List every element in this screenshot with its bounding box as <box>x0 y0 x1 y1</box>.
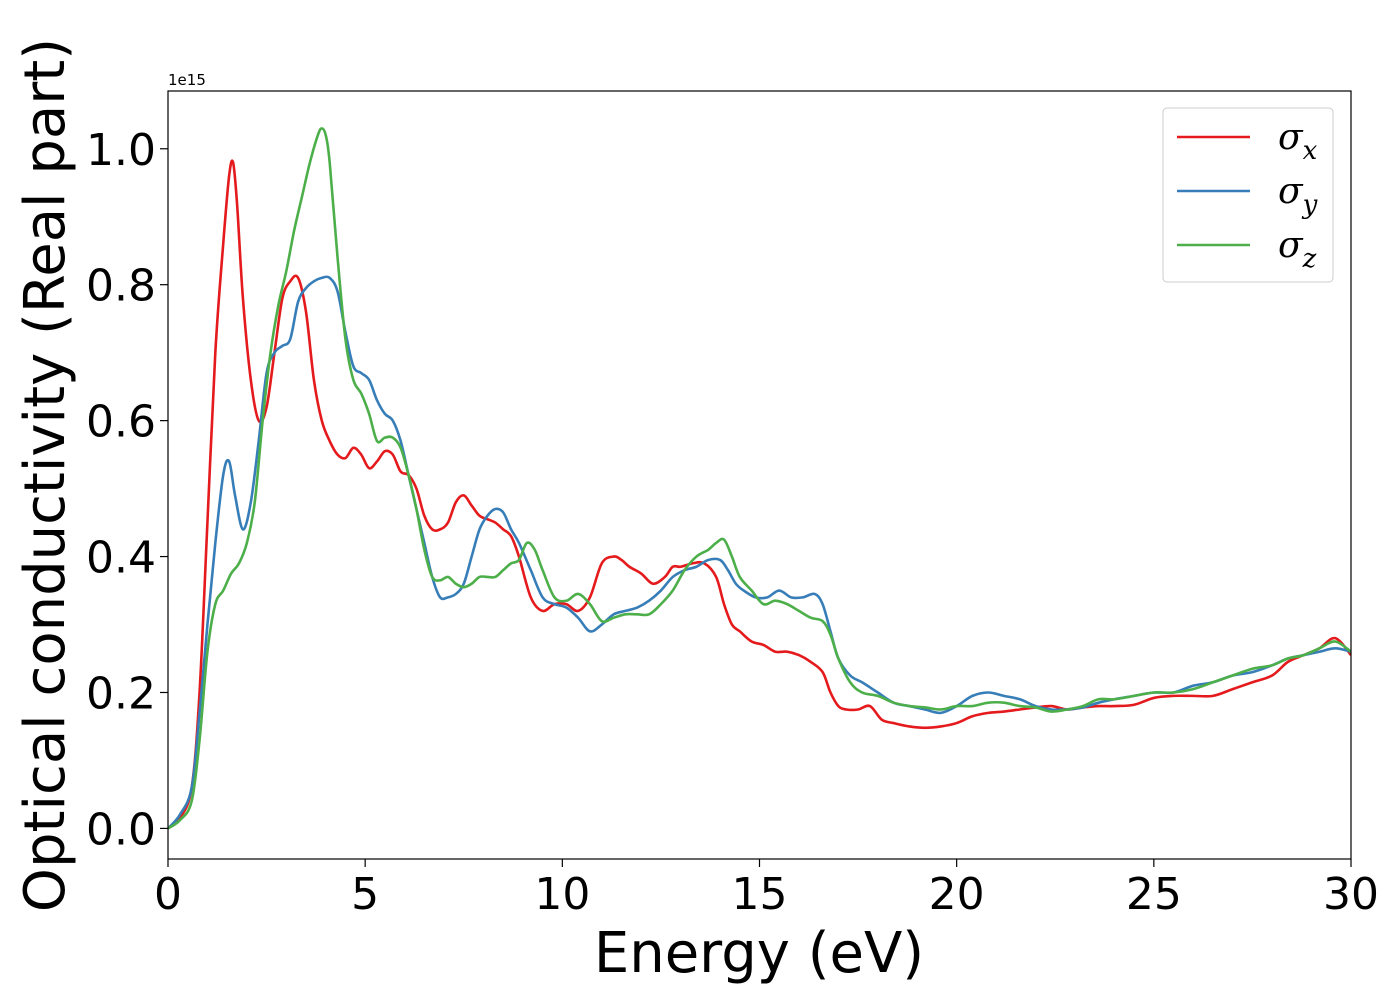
x-tick-label: 15 <box>732 869 788 920</box>
y-offset-label: 1e15 <box>168 71 206 89</box>
y-tick-label: 0.0 <box>86 804 156 855</box>
legend-box <box>1162 107 1334 283</box>
y-tick-label: 0.4 <box>86 533 156 584</box>
series-layer <box>168 127 1351 830</box>
series-line-y <box>168 275 1351 830</box>
y-axis-title: Optical conductivity (Real part) <box>13 38 78 912</box>
legend: σx σy σz <box>1162 107 1334 283</box>
x-tick-label: 5 <box>351 869 379 920</box>
x-axis-title: Energy (eV) <box>594 921 924 986</box>
x-tick-label: 30 <box>1323 869 1379 920</box>
y-tick-label: 1.0 <box>86 125 156 176</box>
y-tick-label: 0.6 <box>86 397 156 448</box>
legend-label-z: σz <box>1278 225 1317 274</box>
x-tick-label: 0 <box>154 869 182 920</box>
x-tick-label: 10 <box>534 869 590 920</box>
y-tick-label: 0.2 <box>86 668 156 719</box>
x-tick-label: 20 <box>929 869 985 920</box>
legend-label-x: σx <box>1278 117 1318 166</box>
y-axis: 0.0 0.2 0.4 0.6 0.8 1.0 <box>86 125 168 855</box>
series-line-z <box>168 127 1351 830</box>
x-axis: 0 5 10 15 20 25 30 <box>154 859 1379 920</box>
y-tick-label: 0.8 <box>86 261 156 312</box>
x-tick-label: 25 <box>1126 869 1182 920</box>
legend-label-y: σy <box>1278 171 1318 220</box>
